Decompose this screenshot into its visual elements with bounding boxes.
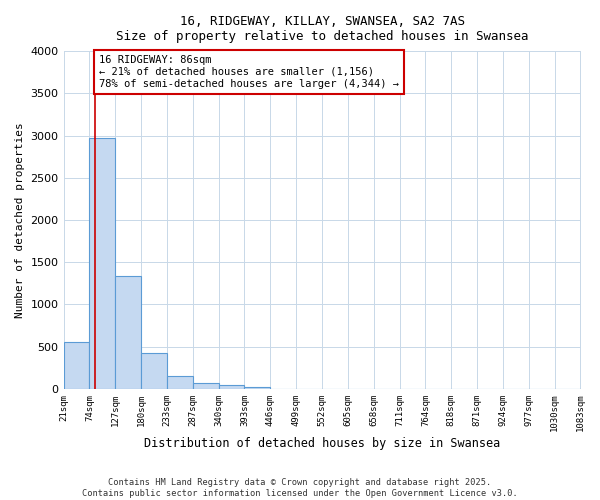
Bar: [115, 276, 141, 389]
Bar: [218, 385, 244, 389]
Bar: [64, 342, 89, 389]
Bar: [244, 388, 271, 389]
X-axis label: Distribution of detached houses by size in Swansea: Distribution of detached houses by size …: [144, 437, 500, 450]
Bar: [89, 138, 115, 389]
Text: Contains HM Land Registry data © Crown copyright and database right 2025.
Contai: Contains HM Land Registry data © Crown c…: [82, 478, 518, 498]
Y-axis label: Number of detached properties: Number of detached properties: [15, 122, 25, 318]
Bar: [141, 352, 167, 389]
Bar: [193, 382, 218, 389]
Title: 16, RIDGEWAY, KILLAY, SWANSEA, SA2 7AS
Size of property relative to detached hou: 16, RIDGEWAY, KILLAY, SWANSEA, SA2 7AS S…: [116, 15, 528, 43]
Bar: [167, 376, 193, 389]
Text: 16 RIDGEWAY: 86sqm
← 21% of detached houses are smaller (1,156)
78% of semi-deta: 16 RIDGEWAY: 86sqm ← 21% of detached hou…: [99, 56, 399, 88]
